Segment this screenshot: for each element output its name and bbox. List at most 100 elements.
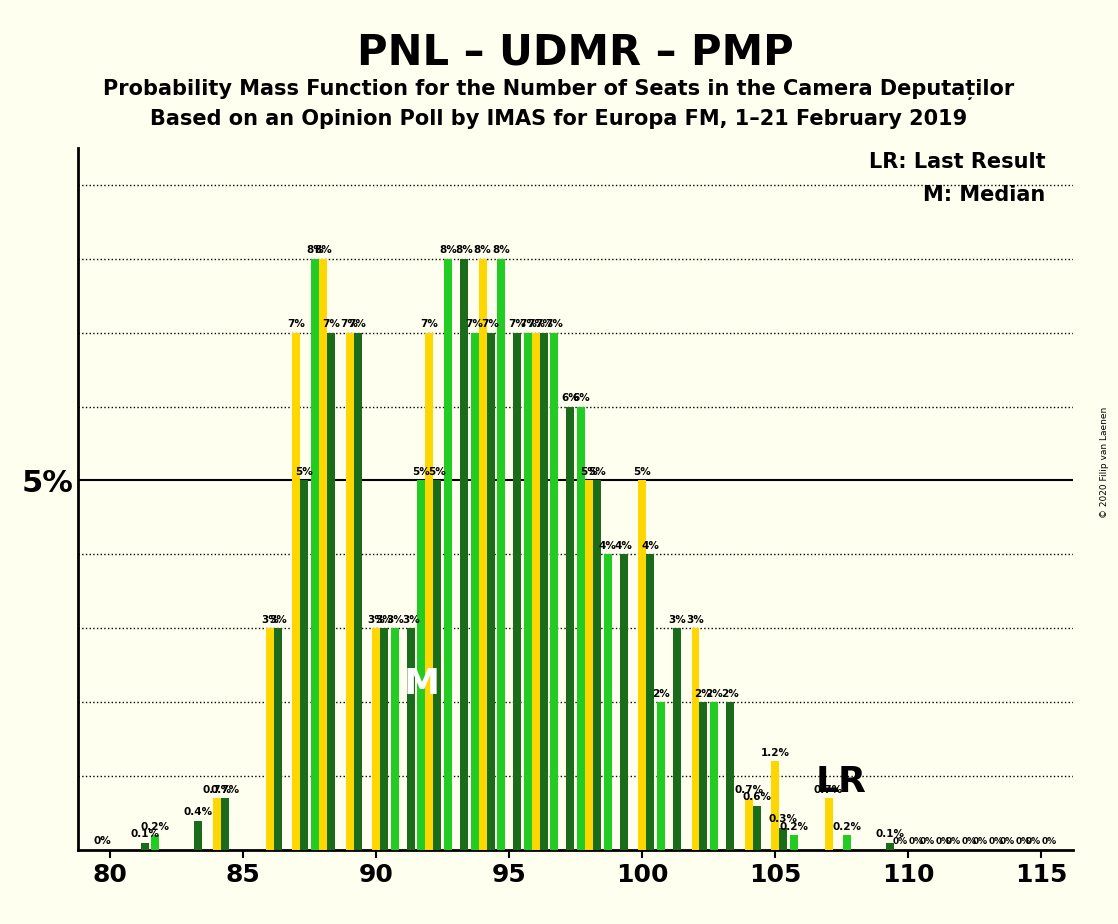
Text: 0.2%: 0.2%	[833, 821, 862, 832]
Text: 0%: 0%	[946, 837, 961, 846]
Bar	[673, 628, 681, 850]
Text: 0%: 0%	[909, 837, 923, 846]
Bar	[604, 554, 612, 850]
Text: 4%: 4%	[642, 541, 660, 551]
Bar	[593, 480, 601, 850]
Bar	[577, 407, 585, 850]
Bar	[638, 480, 646, 850]
Bar	[444, 259, 452, 850]
Bar	[824, 798, 833, 850]
Text: 0%: 0%	[936, 837, 950, 846]
Text: 7%: 7%	[546, 319, 563, 329]
Text: 3%: 3%	[667, 614, 685, 625]
Text: 8%: 8%	[314, 245, 332, 255]
Bar	[220, 798, 228, 850]
Bar	[885, 843, 893, 850]
Text: 7%: 7%	[466, 319, 484, 329]
Bar	[771, 761, 779, 850]
Text: 0.7%: 0.7%	[735, 784, 764, 795]
Text: Probability Mass Function for the Number of Seats in the Camera Deputaților: Probability Mass Function for the Number…	[103, 79, 1015, 100]
Bar	[212, 798, 220, 850]
Text: 0.4%: 0.4%	[183, 807, 212, 817]
Text: 7%: 7%	[519, 319, 537, 329]
Bar	[752, 806, 760, 850]
Bar	[293, 333, 301, 850]
Bar	[567, 407, 575, 850]
Text: 8%: 8%	[474, 245, 492, 255]
Text: © 2020 Filip van Laenen: © 2020 Filip van Laenen	[1100, 407, 1109, 517]
Text: 2%: 2%	[652, 688, 670, 699]
Text: 4%: 4%	[599, 541, 617, 551]
Bar	[372, 628, 380, 850]
Bar	[710, 702, 718, 850]
Bar	[779, 828, 787, 850]
Text: 5%: 5%	[295, 467, 313, 477]
Text: 0%: 0%	[988, 837, 1004, 846]
Text: 7%: 7%	[349, 319, 367, 329]
Bar	[195, 821, 202, 850]
Bar	[540, 333, 548, 850]
Text: 5%: 5%	[588, 467, 606, 477]
Text: 2%: 2%	[705, 688, 723, 699]
Text: 0%: 0%	[1042, 837, 1057, 846]
Bar	[311, 259, 319, 850]
Bar	[585, 480, 593, 850]
Text: 3%: 3%	[386, 614, 404, 625]
Text: 0%: 0%	[919, 837, 935, 846]
Bar	[380, 628, 388, 850]
Text: 0%: 0%	[961, 837, 977, 846]
Bar	[391, 628, 399, 850]
Bar	[328, 333, 335, 850]
Bar	[266, 628, 274, 850]
Text: 5%: 5%	[413, 467, 430, 477]
Text: 5%: 5%	[634, 467, 651, 477]
Text: 0%: 0%	[1015, 837, 1031, 846]
Text: 0.2%: 0.2%	[779, 821, 808, 832]
Bar	[319, 259, 326, 850]
Title: PNL – UDMR – PMP: PNL – UDMR – PMP	[358, 31, 794, 74]
Text: 7%: 7%	[482, 319, 500, 329]
Text: 5%: 5%	[580, 467, 598, 477]
Bar	[459, 259, 468, 850]
Bar	[524, 333, 532, 850]
Bar	[550, 333, 559, 850]
Text: 0.6%: 0.6%	[742, 792, 771, 802]
Bar	[657, 702, 665, 850]
Text: 3%: 3%	[368, 614, 385, 625]
Bar	[619, 554, 627, 850]
Text: 3%: 3%	[402, 614, 419, 625]
Bar	[417, 480, 426, 850]
Text: 7%: 7%	[420, 319, 438, 329]
Text: 7%: 7%	[322, 319, 340, 329]
Bar	[726, 702, 735, 850]
Text: 0.1%: 0.1%	[131, 829, 159, 839]
Text: 6%: 6%	[561, 393, 579, 403]
Bar	[151, 835, 160, 850]
Text: 3%: 3%	[376, 614, 394, 625]
Bar	[486, 333, 494, 850]
Text: 0.2%: 0.2%	[141, 821, 170, 832]
Text: 0%: 0%	[1026, 837, 1041, 846]
Text: 0%: 0%	[973, 837, 987, 846]
Bar	[646, 554, 654, 850]
Text: 3%: 3%	[269, 614, 286, 625]
Bar	[532, 333, 540, 850]
Text: 8%: 8%	[455, 245, 473, 255]
Bar	[498, 259, 505, 850]
Bar	[479, 259, 486, 850]
Text: 8%: 8%	[439, 245, 457, 255]
Text: 0.3%: 0.3%	[769, 814, 798, 824]
Text: LR: LR	[815, 765, 866, 799]
Bar	[790, 835, 798, 850]
Text: 7%: 7%	[509, 319, 527, 329]
Text: 0%: 0%	[893, 837, 908, 846]
Text: 2%: 2%	[721, 688, 739, 699]
Text: 0.7%: 0.7%	[202, 784, 231, 795]
Bar	[345, 333, 353, 850]
Bar	[745, 798, 752, 850]
Bar	[692, 628, 700, 850]
Text: 6%: 6%	[572, 393, 590, 403]
Bar	[274, 628, 282, 850]
Text: 7%: 7%	[527, 319, 544, 329]
Text: 4%: 4%	[615, 541, 633, 551]
